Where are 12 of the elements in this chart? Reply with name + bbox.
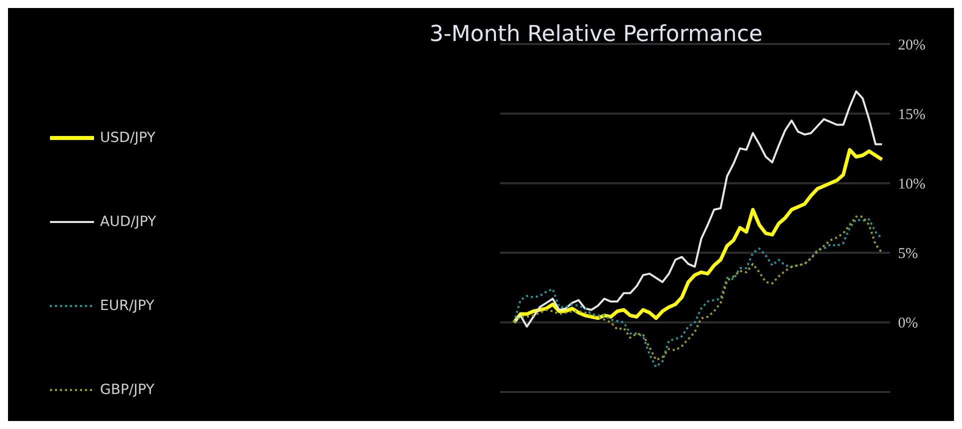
y-tick-label: 5%	[898, 246, 918, 262]
chart-title: 3-Month Relative Performance	[428, 22, 764, 47]
y-tick-label: 0%	[898, 316, 918, 332]
y-tick-label: 10%	[898, 176, 926, 193]
legend-label: AUD/JPY	[100, 214, 156, 230]
legend-label: GBP/JPY	[100, 382, 154, 398]
y-tick-label: 15%	[898, 106, 926, 123]
y-tick-label: 20%	[898, 37, 926, 54]
line-series	[513, 90, 883, 328]
line-series	[512, 148, 884, 324]
legend-label: EUR/JPY	[100, 298, 154, 314]
legend-label: USD/JPY	[100, 130, 156, 146]
